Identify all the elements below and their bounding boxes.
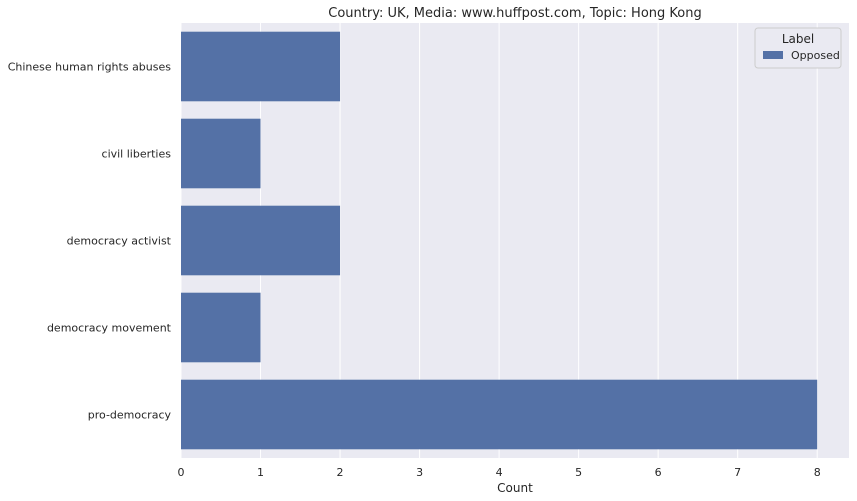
legend[interactable]: Label Opposed (754, 27, 842, 69)
x-tick-label: 8 (814, 466, 821, 479)
x-tick-label: 0 (178, 466, 185, 479)
y-tick-label: democracy movement (47, 322, 172, 335)
x-tick-labels: 0 1 2 3 4 5 6 7 8 (178, 466, 821, 479)
legend-title: Label (782, 32, 814, 46)
bar[interactable] (181, 31, 341, 102)
x-tick-label: 7 (734, 466, 741, 479)
bars (181, 31, 818, 450)
x-tick-label: 3 (416, 466, 423, 479)
chart-title: Country: UK, Media: www.huffpost.com, To… (328, 6, 701, 21)
x-tick-label: 1 (257, 466, 264, 479)
x-tick-label: 5 (575, 466, 582, 479)
y-tick-label: pro-democracy (88, 409, 172, 422)
x-tick-label: 2 (337, 466, 344, 479)
y-tick-label: civil liberties (102, 148, 172, 161)
bar[interactable] (181, 292, 261, 363)
bar[interactable] (181, 205, 341, 276)
y-tick-labels: Chinese human rights abuses civil liberti… (8, 61, 172, 422)
bar[interactable] (181, 379, 818, 450)
y-tick-label: democracy activist (67, 235, 172, 248)
legend-entries: Opposed (763, 49, 840, 62)
bar[interactable] (181, 118, 261, 189)
legend-label: Opposed (791, 49, 840, 62)
x-tick-label: 6 (655, 466, 662, 479)
x-tick-label: 4 (496, 466, 503, 479)
legend-swatch (763, 51, 783, 59)
y-tick-label: Chinese human rights abuses (8, 61, 172, 74)
x-axis-label: Count (497, 481, 533, 495)
